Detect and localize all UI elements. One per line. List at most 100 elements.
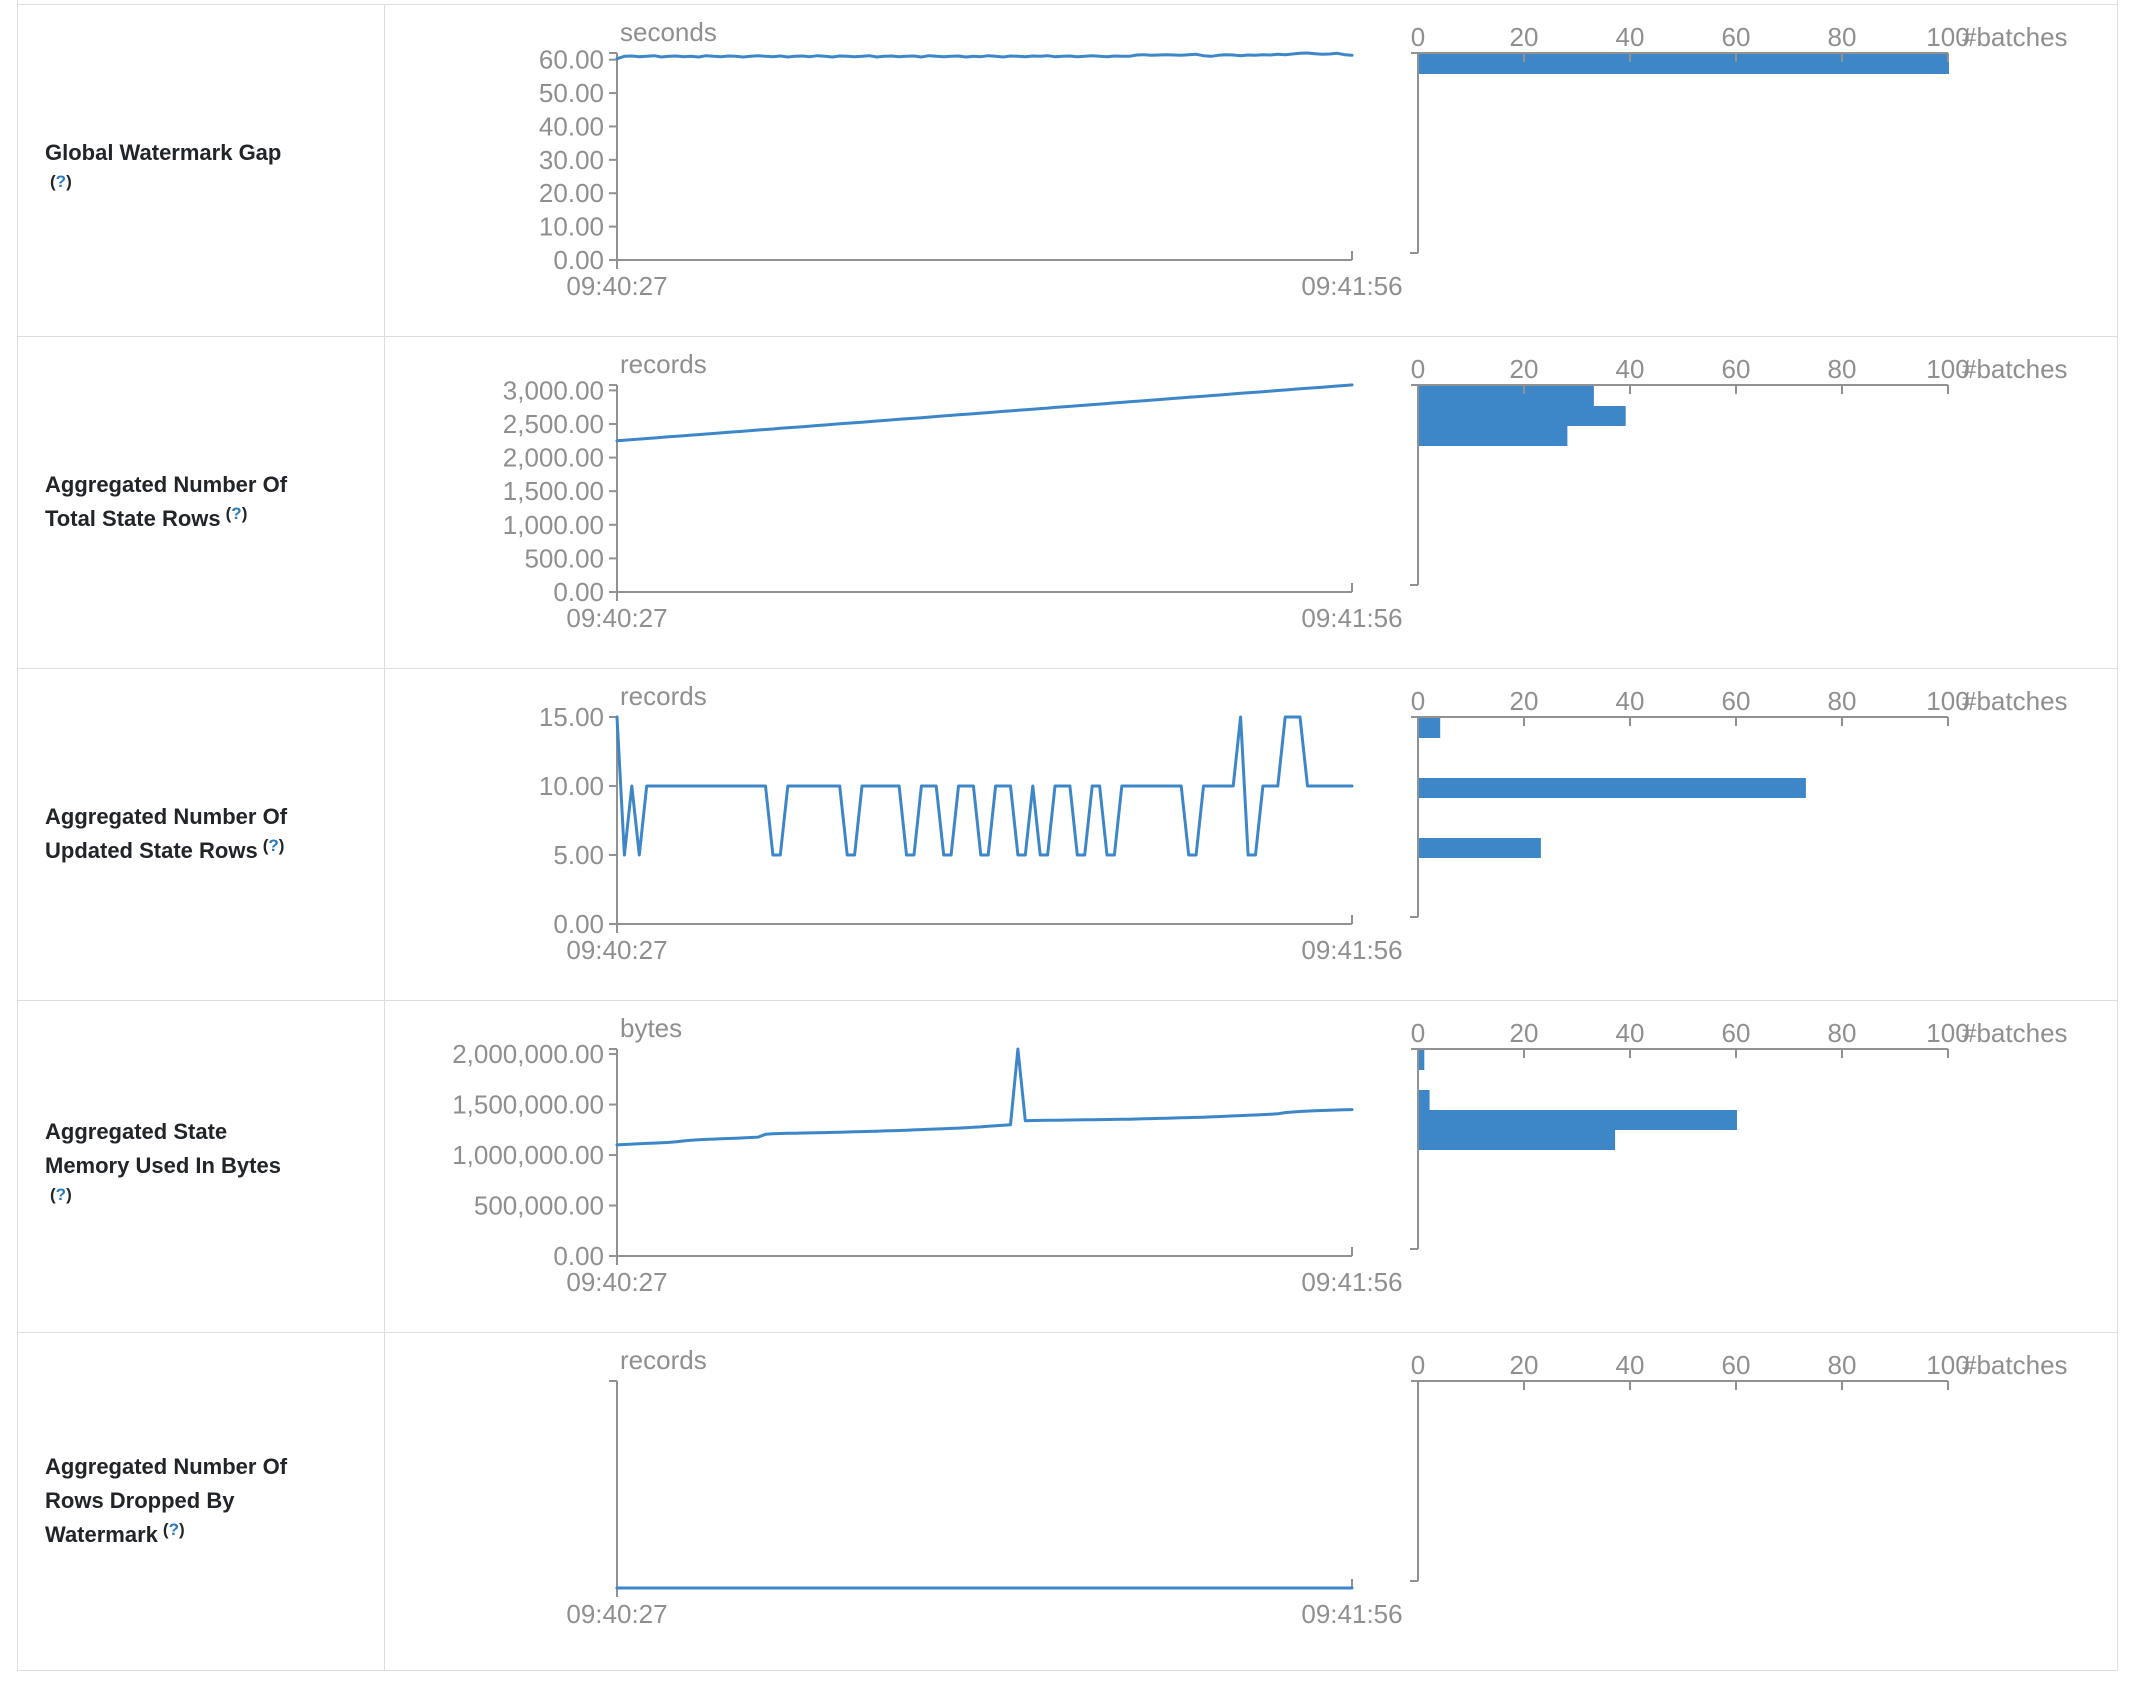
batches-tick-label: 20: [1510, 686, 1539, 716]
help-link[interactable]: (?): [225, 503, 248, 523]
batches-tick-label: 20: [1510, 1350, 1539, 1380]
batches-tick-label: 80: [1828, 1350, 1857, 1380]
histogram-chart: 0 20 40 60 80 100#batches: [1410, 1018, 2068, 1250]
metric-row: Global Watermark Gap (?) seconds 60.00 50.00…: [18, 4, 2117, 336]
batches-axis-label: #batches: [1962, 22, 2068, 52]
timeline-unit-label: records: [620, 349, 707, 379]
metric-row: Aggregated Number Of Rows Dropped By Water…: [18, 1332, 2117, 1670]
timeline-chart: bytes 2,000,000.00 1,500,000.00 1,000,000.0…: [452, 1013, 1402, 1297]
histogram-chart: 0 20 40 60 80 100#batches: [1410, 1350, 2068, 1582]
help-link[interactable]: (?): [162, 1519, 185, 1539]
histogram-chart: 0 20 40 60 80 100#batches: [1410, 354, 2068, 586]
metric-title-cell: Aggregated Number Of Total State Rows (?): [18, 337, 385, 668]
y-tick-label: 2,000.00: [503, 443, 604, 473]
y-tick-label: 500,000.00: [474, 1191, 604, 1221]
timeline-series-line: [615, 715, 1354, 857]
x-start-label: 09:40:27: [566, 1267, 667, 1297]
metric-title-line: (?): [45, 170, 374, 206]
batches-tick-label: 100: [1926, 1350, 1969, 1380]
batches-tick-label: 60: [1722, 354, 1751, 384]
batches-tick-label: 100: [1926, 354, 1969, 384]
y-tick-label: 30.00: [539, 145, 604, 175]
batches-tick-label: 60: [1722, 1018, 1751, 1048]
histogram-bar: [1419, 1110, 1737, 1130]
help-link[interactable]: (?): [50, 1184, 72, 1204]
timeline-unit-label: records: [620, 681, 707, 711]
batches-tick-label: 20: [1510, 354, 1539, 384]
metric-charts: records 3,000.00 2,500.00 2,000.001,500.00 1…: [503, 349, 2068, 633]
help-link[interactable]: (?): [50, 171, 72, 191]
help-question-icon: ?: [55, 171, 67, 191]
histogram-bar: [1419, 386, 1594, 406]
histogram-chart: 0 20 40 60 80 100#batches: [1410, 686, 2068, 918]
histogram-bar: [1419, 426, 1568, 446]
x-start-label: 09:40:27: [566, 935, 667, 965]
y-tick-label: 40.00: [539, 111, 604, 141]
timeline-series-line: [615, 1047, 1354, 1147]
metric-title-line: Aggregated Number Of: [45, 1453, 288, 1479]
help-link[interactable]: (?): [262, 835, 285, 855]
histogram-bar: [1419, 1130, 1616, 1150]
y-tick-label: 50.00: [539, 78, 604, 108]
histogram-chart: 0 20 40 60 80 100#batches: [1410, 22, 2068, 254]
timeline-series-line: [615, 51, 1354, 61]
histogram-bar: [1419, 54, 1949, 74]
y-tick-label: 500.00: [524, 543, 604, 573]
metric-charts-cell: bytes 2,000,000.00 1,500,000.00 1,000,000.0…: [385, 1001, 2117, 1332]
batches-axis-label: #batches: [1962, 354, 2068, 384]
metric-title-line: Aggregated Number Of: [45, 803, 288, 829]
metric-charts: bytes 2,000,000.00 1,500,000.00 1,000,000.0…: [452, 1013, 2068, 1297]
y-tick-label: 20.00: [539, 178, 604, 208]
y-tick-label: 3,000.00: [503, 375, 604, 405]
metric-title-line: Aggregated Number Of: [45, 471, 288, 497]
metric-row: Aggregated Number Of Updated State Rows (?…: [18, 668, 2117, 1000]
metric-title-line: Watermark (?): [45, 1519, 185, 1547]
y-tick-label: 1,000.00: [503, 510, 604, 540]
batches-tick-label: 20: [1510, 22, 1539, 52]
batches-tick-label: 60: [1722, 22, 1751, 52]
batches-tick-label: 80: [1828, 354, 1857, 384]
help-question-icon: ?: [55, 1184, 67, 1204]
metric-title-line: Total State Rows (?): [45, 503, 248, 531]
y-tick-label: 1,500,000.00: [452, 1090, 604, 1120]
metric-title-cell: Global Watermark Gap (?): [18, 5, 385, 336]
batches-tick-label: 100: [1926, 686, 1969, 716]
metric-title-line: Rows Dropped By: [45, 1487, 235, 1513]
batches-tick-label: 80: [1828, 22, 1857, 52]
help-question-icon: ?: [168, 1519, 179, 1539]
batches-tick-label: 80: [1828, 1018, 1857, 1048]
batches-tick-label: 80: [1828, 686, 1857, 716]
y-tick-label: 0.00: [553, 245, 604, 275]
x-end-label: 09:41:56: [1301, 1599, 1402, 1629]
batches-axis-label: #batches: [1962, 1350, 2068, 1380]
metric-title-line: Global Watermark Gap: [45, 139, 282, 165]
batches-tick-label: 0: [1411, 1018, 1425, 1048]
histogram-bar: [1419, 778, 1806, 798]
y-tick-label: 2,500.00: [503, 409, 604, 439]
y-tick-label: 1,000,000.00: [452, 1140, 604, 1170]
metric-title-line: Updated State Rows (?): [45, 835, 285, 863]
x-end-label: 09:41:56: [1301, 935, 1402, 965]
metric-charts-cell: records 3,000.00 2,500.00 2,000.00 1,500.00 1…: [385, 337, 2117, 668]
streaming-statistics-table: Global Watermark Gap (?) seconds 60.00 50.00…: [17, 0, 2118, 1671]
y-tick-label: 5.00: [553, 840, 604, 870]
help-question-icon: ?: [268, 835, 279, 855]
timeline-unit-label: records: [620, 1345, 707, 1375]
timeline-chart: records 3,000.00 2,500.00 2,000.001,500.00 1…: [503, 349, 1403, 633]
timeline-chart: records 09:40:27 09:41:56: [566, 1345, 1402, 1629]
y-tick-label: 15.00: [539, 702, 604, 732]
metric-title-cell: Aggregated Number Of Rows Dropped By Water…: [18, 1333, 385, 1670]
batches-tick-label: 60: [1722, 1350, 1751, 1380]
y-tick-label: 0.00: [553, 577, 604, 607]
metric-charts-cell: seconds 60.00 50.00 40.00 30.00 20.00 10.00 0.0…: [385, 5, 2117, 336]
timeline-series-line: [615, 383, 1354, 443]
metric-charts: records 09:40:27 09:41:56 0 20 40 60 80 100#batc…: [566, 1345, 2068, 1629]
batches-tick-label: 60: [1722, 686, 1751, 716]
y-tick-label: 0.00: [553, 1241, 604, 1271]
y-tick-label: 10.00: [539, 212, 604, 242]
metric-charts-cell: records 15.00 10.00 5.00 0.00 09:40:27 09:41:5…: [385, 669, 2117, 1000]
